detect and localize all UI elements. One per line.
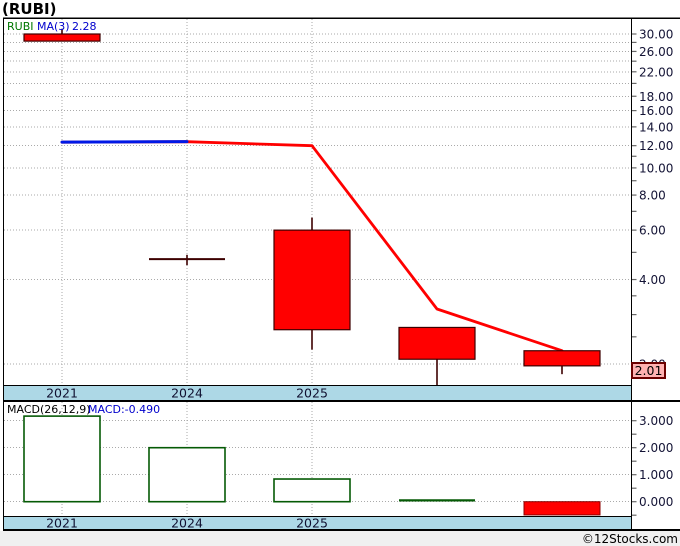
price-y-label: 8.00 [639, 189, 666, 203]
price-y-label: 16.00 [639, 104, 673, 118]
price-y-label: 4.00 [639, 273, 666, 287]
legend-symbol: RUBI [7, 20, 34, 33]
year-label: 2025 [296, 515, 328, 530]
year-label: 2025 [296, 386, 328, 401]
price-y-label: 22.00 [639, 65, 673, 79]
macd-y-label: 3.000 [639, 414, 673, 428]
year-label: 2021 [46, 386, 78, 401]
macd-y-label: 0.000 [639, 495, 673, 509]
price-legend: RUBI MA(3) 2.28 [7, 20, 227, 33]
year-label: 2024 [171, 386, 203, 401]
candle-body [23, 33, 101, 42]
date-band-price [3, 386, 631, 400]
candle-body [398, 326, 476, 360]
candle-body [523, 350, 601, 367]
price-y-label: 10.00 [639, 161, 673, 175]
page-title: (RUBI) [2, 0, 57, 18]
macd-legend: MACD(26,12,9) MACD:-0.490 [7, 403, 267, 416]
macd-y-label: 2.000 [639, 441, 673, 455]
candle-body [273, 229, 351, 331]
last-price-tag: 2.01 [631, 362, 666, 379]
footer-strip [0, 531, 680, 546]
macd-y-label: 1.000 [639, 468, 673, 482]
macd-bar [273, 478, 351, 503]
price-y-label: 26.00 [639, 45, 673, 59]
legend-ma-value: 2.28 [72, 20, 97, 33]
legend-ma-label: MA(3) [37, 20, 70, 33]
macd-legend-value: MACD:-0.490 [88, 403, 161, 416]
macd-bar [148, 446, 226, 503]
price-y-label: 6.00 [639, 224, 666, 238]
year-label: 2024 [171, 515, 203, 530]
price-y-label: 18.00 [639, 90, 673, 104]
price-y-label: 14.00 [639, 120, 673, 134]
price-y-label: 12.00 [639, 139, 673, 153]
macd-legend-label: MACD(26,12,9) [7, 403, 91, 416]
price-y-label: 30.00 [639, 28, 673, 42]
macd-bar-negative [523, 501, 601, 516]
macd-bar [23, 415, 101, 503]
date-band-macd [3, 517, 631, 529]
year-label: 2021 [46, 515, 78, 530]
watermark-text: ©12Stocks.com [581, 532, 678, 546]
